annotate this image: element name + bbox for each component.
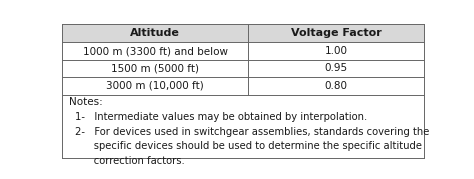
Text: 0.95: 0.95 [325,63,347,73]
Text: Notes:: Notes: [69,97,102,107]
Bar [62,24,424,42]
Text: 3000 m (10,000 ft): 3000 m (10,000 ft) [107,81,204,91]
Text: Altitude: Altitude [130,28,180,38]
Text: 1000 m (3300 ft) and below: 1000 m (3300 ft) and below [83,46,228,56]
Bar [62,95,424,158]
Text: Voltage Factor: Voltage Factor [291,28,382,38]
Text: correction factors.: correction factors. [75,156,185,166]
Text: 1.00: 1.00 [325,46,347,56]
Text: specific devices should be used to determine the specific altitude: specific devices should be used to deter… [75,141,422,151]
Text: 1500 m (5000 ft): 1500 m (5000 ft) [111,63,199,73]
Bar [62,60,424,77]
Bar [62,42,424,60]
Bar [62,77,424,95]
Text: 0.80: 0.80 [325,81,347,91]
Text: 1-   Intermediate values may be obtained by interpolation.: 1- Intermediate values may be obtained b… [75,112,368,122]
Text: 2-   For devices used in switchgear assemblies, standards covering the: 2- For devices used in switchgear assemb… [75,127,430,137]
